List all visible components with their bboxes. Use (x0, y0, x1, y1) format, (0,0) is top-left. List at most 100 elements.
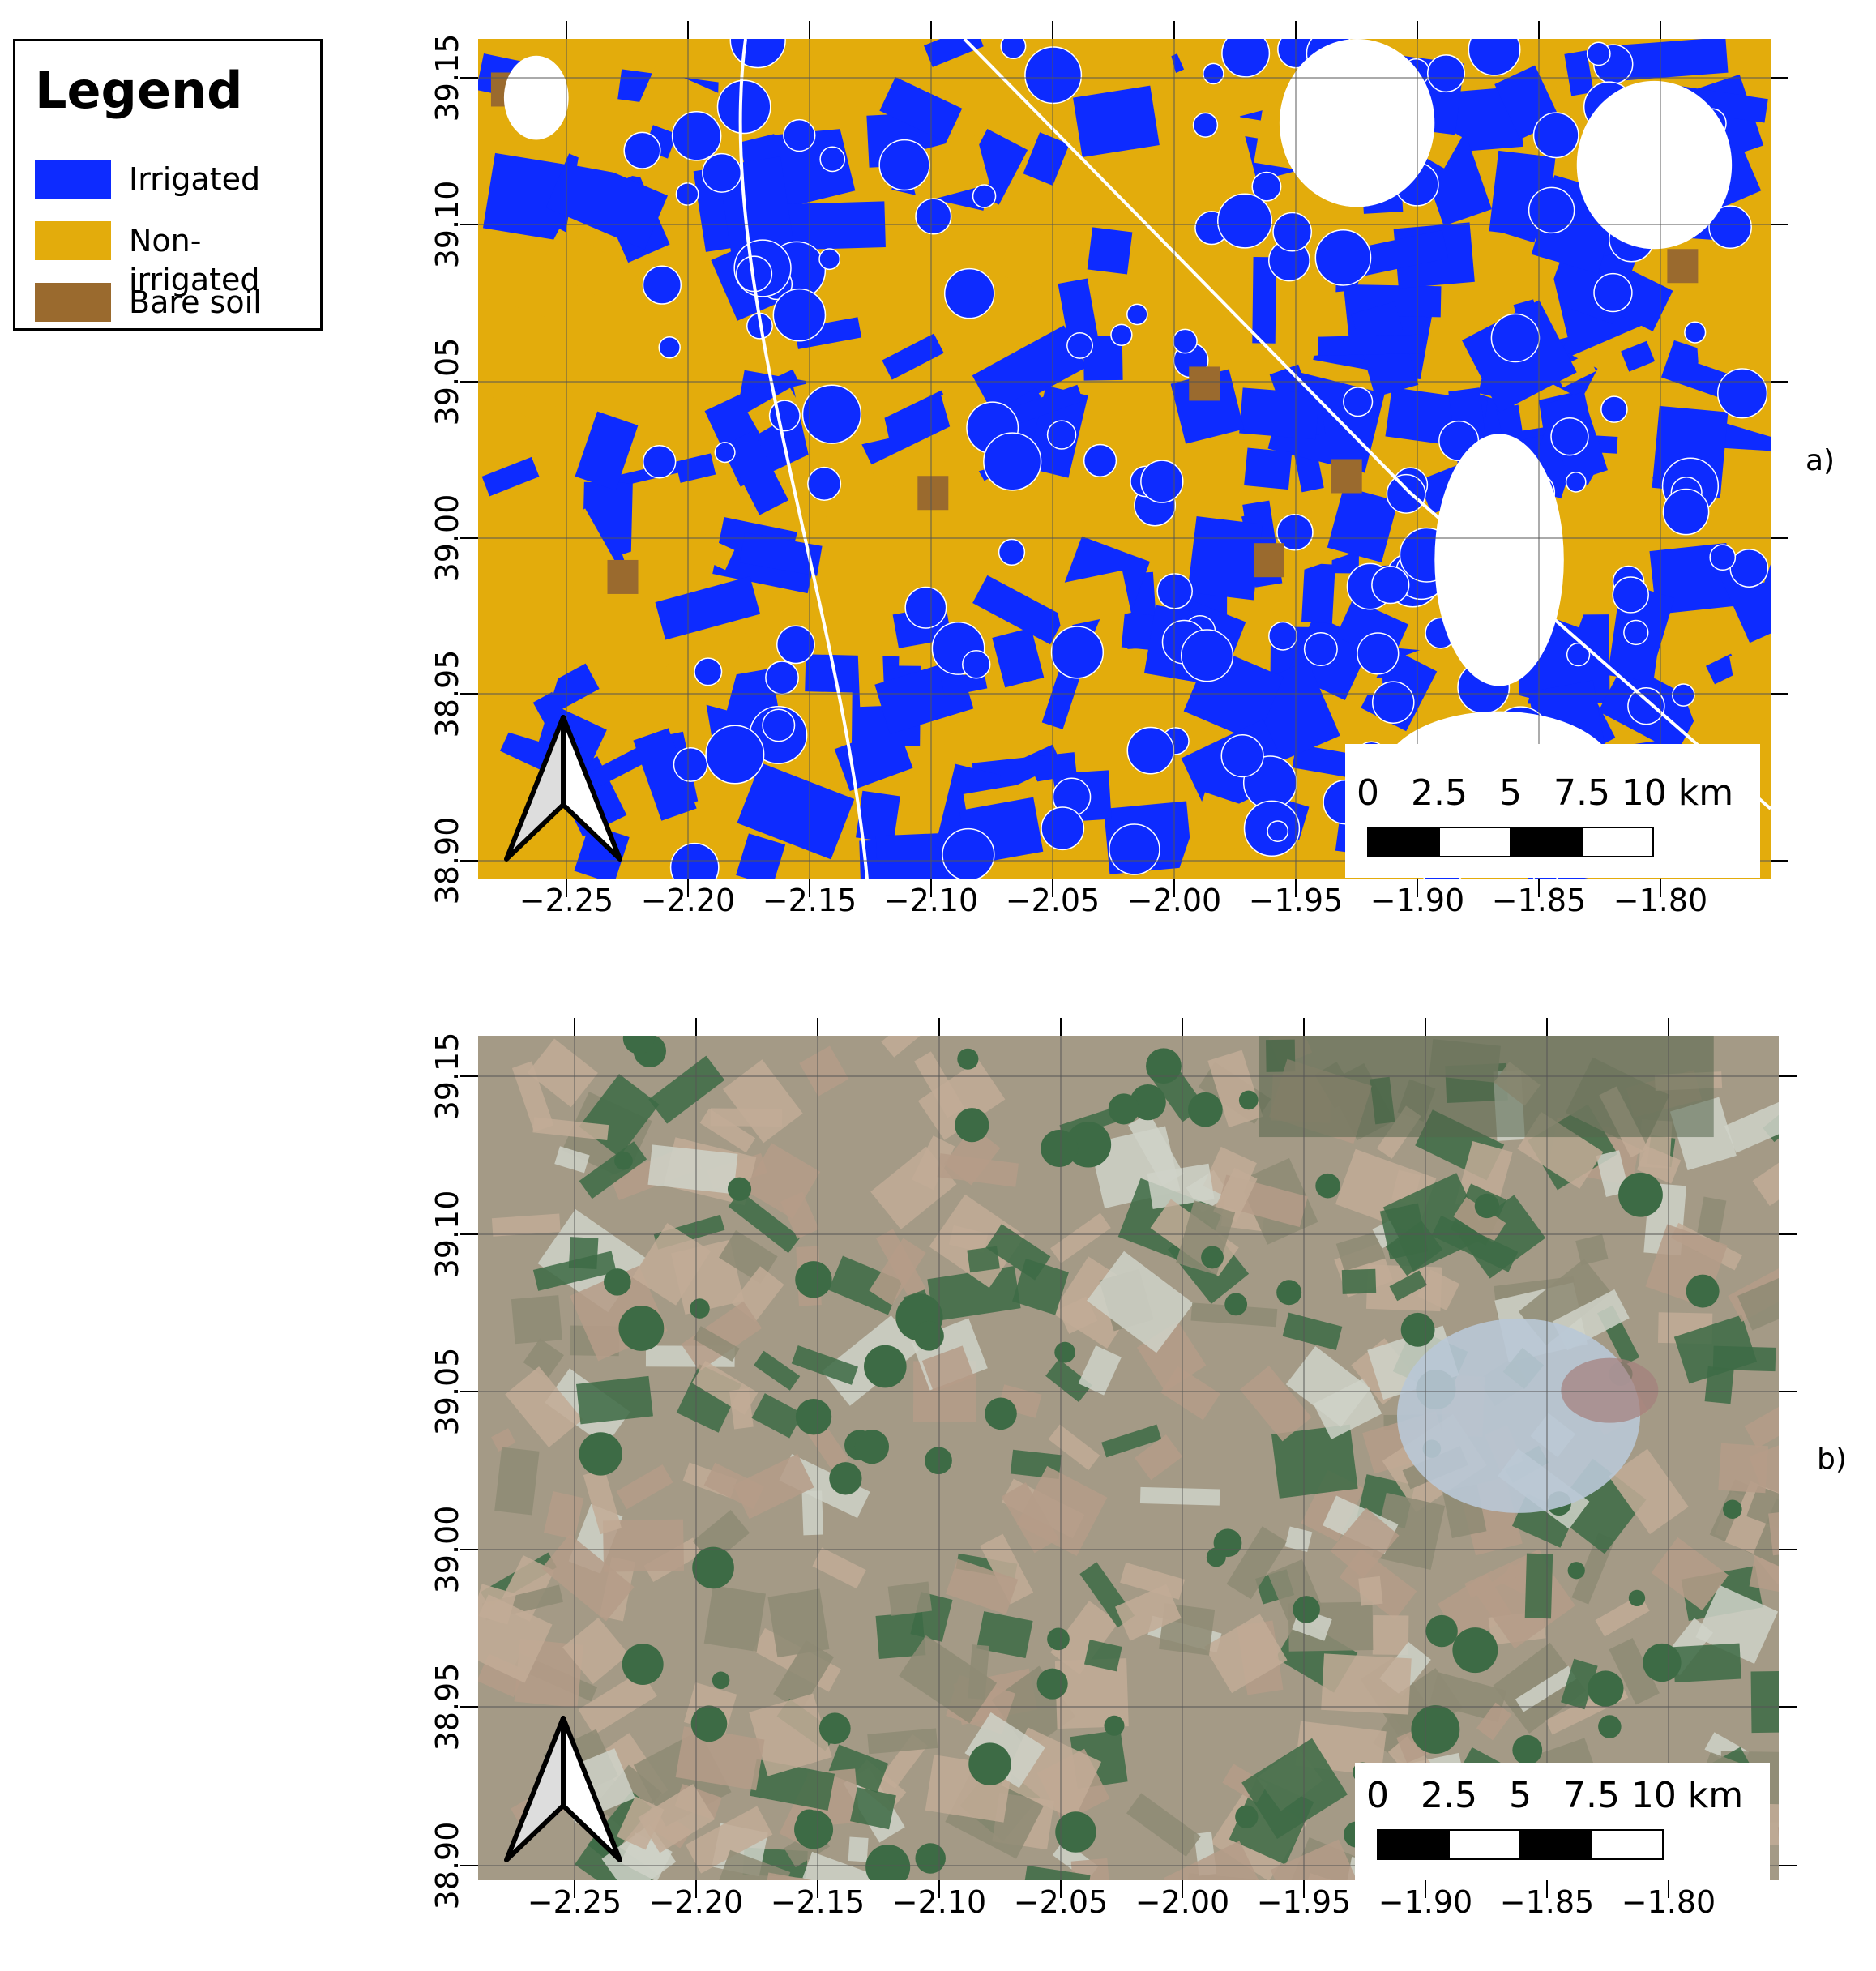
map-panel-b: −2.25 −2.20 −2.15 −2.10 −2.05 −2.00 −1.95 −1.90… (429, 1018, 1797, 1920)
pivot-field (1156, 573, 1193, 609)
pivot-field (622, 1644, 664, 1685)
pivot-field (1315, 1173, 1340, 1199)
field-patch (1621, 340, 1656, 372)
bare-soil-patch (607, 559, 639, 594)
pivot-field (783, 118, 816, 152)
satellite-field (527, 1038, 598, 1108)
satellite-field (1750, 1670, 1779, 1734)
field-patch (1087, 227, 1133, 275)
lat-tick-label: 39.10 (429, 1191, 465, 1279)
pivot-field (690, 1705, 728, 1742)
field-patch (621, 688, 671, 729)
lat-tick-label: 39.05 (429, 338, 465, 426)
pivot-field (1717, 368, 1768, 419)
field-patch (545, 153, 668, 250)
pivot-field (1411, 1705, 1460, 1754)
pivot-field (962, 650, 991, 679)
pivot-field (1643, 1643, 1682, 1682)
pivot-field (1567, 1562, 1585, 1580)
unclassified-area (1576, 80, 1733, 250)
satellite-field (494, 1447, 540, 1516)
satellite-field (1054, 1658, 1129, 1729)
legend-swatch-non-irrigated (35, 221, 111, 260)
lon-tick-label: −2.00 (1127, 883, 1221, 918)
satellite-field (1240, 1366, 1312, 1442)
satellite-field (733, 1453, 814, 1520)
satellite-field (945, 1558, 1019, 1615)
lon-tick-label: −1.95 (1249, 883, 1343, 918)
field-patch (875, 832, 946, 864)
pivot-field (1050, 626, 1105, 679)
field-patch (879, 77, 963, 143)
lon-tick-label: −2.15 (771, 1884, 865, 1920)
satellite-field (1561, 1658, 1598, 1710)
field-patch (1618, 39, 1729, 81)
pivot-field (727, 1177, 752, 1201)
lat-tick-label: 38.95 (429, 650, 465, 738)
pivot-field (675, 182, 699, 206)
lat-tick-label: 39.00 (429, 494, 465, 583)
satellite-field (1431, 1215, 1519, 1272)
pivot-field (1532, 112, 1579, 159)
scale-bar-label: 5 (1499, 772, 1522, 814)
road-line (738, 39, 869, 879)
lat-tick-label: 38.90 (429, 817, 465, 905)
pivot-field (983, 432, 1042, 491)
satellite-field (754, 1350, 801, 1391)
pivot-field (1528, 186, 1575, 234)
pivot-field (1618, 1172, 1663, 1217)
satellite-field (976, 1611, 1033, 1659)
field-patch (1357, 229, 1448, 276)
pivot-field (1276, 1280, 1302, 1306)
lon-tick-label: −1.80 (1622, 1884, 1716, 1920)
satellite-field (717, 1849, 791, 1880)
field-patch (1239, 387, 1319, 440)
pivot-field (1598, 1715, 1622, 1738)
satellite-field (703, 1585, 767, 1652)
scale-bar-label: 2.5 (1421, 1775, 1477, 1816)
pivot-field (1109, 823, 1160, 875)
pivot-field (1565, 471, 1587, 493)
pivot-field (1054, 1341, 1076, 1363)
pivot-field (1126, 726, 1175, 775)
field-patch (736, 833, 786, 879)
legend-swatch-irrigated (35, 160, 111, 199)
satellite-field (749, 1693, 832, 1776)
satellite-field (1016, 1465, 1108, 1556)
field-patch (1564, 50, 1594, 96)
satellite-field (647, 1144, 738, 1195)
field-patch (575, 411, 639, 491)
pivot-field (801, 384, 862, 444)
pivot-field (1201, 1246, 1224, 1269)
field-patch (1729, 640, 1771, 723)
lon-tick-label: −2.15 (763, 883, 857, 918)
field-patch (481, 456, 540, 497)
lon-tick-label: −2.05 (1006, 883, 1100, 918)
pivot-field (854, 1430, 890, 1464)
field-patch (1052, 570, 1131, 628)
satellite-field (828, 1255, 903, 1315)
legend-label-irrigated: Irrigated (129, 161, 261, 197)
dark-fields (1259, 1036, 1714, 1138)
satellite-field (887, 1581, 933, 1616)
lon-tick-label: −2.25 (528, 1884, 622, 1920)
bare-soil-patch (1331, 459, 1362, 494)
satellite-field (1524, 1553, 1553, 1619)
satellite-field (985, 1224, 1051, 1281)
field-patch (622, 537, 689, 600)
legend-label-non-irrigated: Non-irrigated (129, 223, 260, 297)
pivot-field (1628, 1589, 1646, 1607)
satellite-field (773, 1640, 835, 1712)
pivot-field (1206, 1547, 1226, 1567)
satellite-field (1330, 1507, 1400, 1579)
scale-bar-label: 0 (1366, 1775, 1389, 1816)
pivot-field (878, 139, 930, 191)
scale-bar-label: 7.5 (1563, 1775, 1620, 1816)
satellite-field (929, 1194, 1026, 1289)
road-line (963, 39, 1771, 810)
pivot-field (1672, 683, 1695, 707)
pivot-field (1593, 272, 1633, 313)
satellite-field (699, 1108, 756, 1153)
pivot-field (818, 1712, 851, 1745)
pivot-field (1220, 734, 1264, 778)
